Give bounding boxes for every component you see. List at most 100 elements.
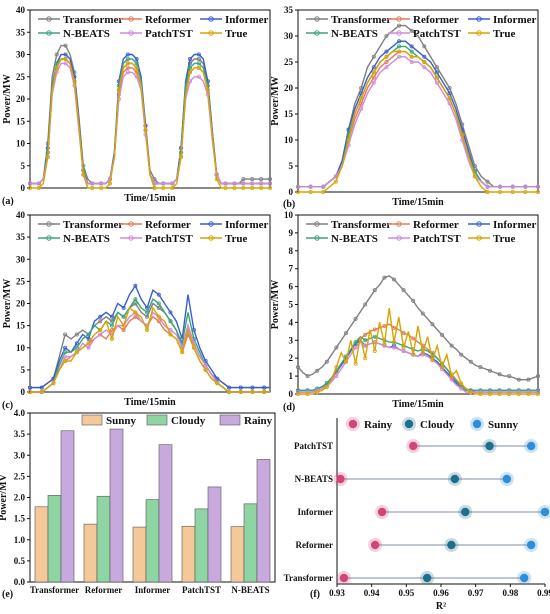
legend-marker bbox=[128, 16, 134, 22]
series-point bbox=[109, 314, 114, 319]
series-line-true bbox=[30, 58, 270, 189]
series-point bbox=[447, 86, 452, 91]
legend-marker bbox=[208, 235, 214, 241]
series-point bbox=[259, 185, 264, 190]
series-point bbox=[187, 56, 192, 61]
y-tick-label: 30 bbox=[16, 50, 26, 60]
series-point bbox=[459, 386, 464, 391]
series-point bbox=[485, 184, 490, 189]
point-rainy bbox=[339, 573, 349, 583]
series-point bbox=[308, 189, 313, 194]
series-point bbox=[227, 385, 232, 390]
series-line-transformer bbox=[30, 44, 270, 185]
x-axis-label: Time/15min bbox=[392, 399, 444, 410]
y-tick-label: 2.5 bbox=[14, 471, 26, 481]
legend-marker bbox=[208, 30, 214, 36]
x-tick-label: 0.99 bbox=[537, 588, 550, 598]
y-tick-label: Informer bbox=[298, 507, 334, 517]
series-point bbox=[411, 298, 416, 303]
y-tick-label: 10 bbox=[16, 139, 26, 149]
legend-label: Informer bbox=[493, 14, 536, 26]
series-point bbox=[363, 338, 368, 343]
series-point bbox=[510, 184, 515, 189]
series-point bbox=[468, 359, 473, 364]
series-point bbox=[63, 52, 68, 57]
panel-label: (b) bbox=[283, 199, 295, 210]
series-point bbox=[250, 389, 255, 394]
series-point bbox=[353, 340, 358, 345]
series-line-reformer bbox=[30, 315, 270, 393]
series-point bbox=[51, 381, 56, 386]
series-point bbox=[295, 189, 300, 194]
y-tick-label: 30 bbox=[284, 31, 294, 41]
series-point bbox=[86, 332, 91, 337]
series-point bbox=[359, 96, 364, 101]
series-point bbox=[250, 385, 255, 390]
series-point bbox=[109, 336, 114, 341]
series-line-n-beats bbox=[298, 45, 538, 188]
y-tick-label: 4.0 bbox=[14, 408, 26, 418]
series-point bbox=[168, 310, 173, 315]
y-tick-label: 35 bbox=[16, 27, 26, 37]
series-point bbox=[86, 341, 91, 346]
plot-frame bbox=[297, 9, 539, 193]
series-point bbox=[27, 385, 32, 390]
series-point bbox=[434, 80, 439, 85]
series-point bbox=[372, 327, 377, 332]
series-point bbox=[295, 365, 300, 370]
y-tick-label: 15 bbox=[16, 116, 26, 126]
series-point bbox=[36, 185, 41, 190]
y-tick-label: 0 bbox=[289, 389, 294, 399]
series-point bbox=[250, 181, 255, 186]
y-tick-label: 2 bbox=[289, 353, 294, 363]
series-point bbox=[409, 28, 414, 33]
bar-rainy bbox=[60, 430, 75, 583]
legend-label: Transformer bbox=[63, 14, 123, 26]
series-point bbox=[63, 332, 68, 337]
series-line-informer bbox=[298, 40, 538, 188]
point-sunny bbox=[502, 474, 512, 484]
series-line-transformer bbox=[298, 24, 538, 188]
series-point bbox=[372, 349, 377, 354]
legend-label: Reformer bbox=[145, 14, 191, 26]
series-point bbox=[397, 44, 402, 49]
legend-marker bbox=[472, 419, 482, 429]
series-point bbox=[498, 184, 503, 189]
series-point bbox=[487, 391, 492, 396]
series-point bbox=[156, 292, 161, 297]
series-point bbox=[422, 60, 427, 65]
legend-label: True bbox=[225, 28, 248, 40]
series-point bbox=[133, 283, 138, 288]
legend-label: Cloudy bbox=[420, 419, 455, 431]
series-point bbox=[321, 189, 326, 194]
series-point bbox=[168, 332, 173, 337]
series-line-patchtst bbox=[298, 56, 538, 188]
y-tick-label: 0 bbox=[289, 187, 294, 197]
series-point bbox=[63, 359, 68, 364]
point-cloudy bbox=[422, 573, 432, 583]
series-point bbox=[161, 185, 166, 190]
series-point bbox=[98, 314, 103, 319]
series-point bbox=[121, 314, 126, 319]
panel-d: 0 1 2 3 4 5 6 7 8 9 10 Transformer Reformer Informer N… bbox=[270, 210, 541, 413]
legend-marker bbox=[208, 16, 214, 22]
bar-cloudy bbox=[145, 499, 160, 583]
y-tick-label: 25 bbox=[16, 72, 26, 82]
series-point bbox=[179, 154, 184, 159]
series-point bbox=[359, 106, 364, 111]
series-point bbox=[434, 70, 439, 75]
series-point bbox=[63, 43, 68, 48]
legend-marker bbox=[314, 16, 320, 22]
legend-marker bbox=[46, 30, 52, 36]
series-point bbox=[133, 297, 138, 302]
y-tick-label: 20 bbox=[16, 299, 26, 309]
series-point bbox=[267, 185, 272, 190]
series-point bbox=[241, 185, 246, 190]
series-point bbox=[125, 65, 130, 70]
series-point bbox=[334, 345, 339, 350]
legend-marker bbox=[396, 30, 402, 36]
legend-marker bbox=[128, 30, 134, 36]
series-point bbox=[133, 301, 138, 306]
point-sunny bbox=[540, 507, 550, 517]
series-point bbox=[223, 185, 228, 190]
